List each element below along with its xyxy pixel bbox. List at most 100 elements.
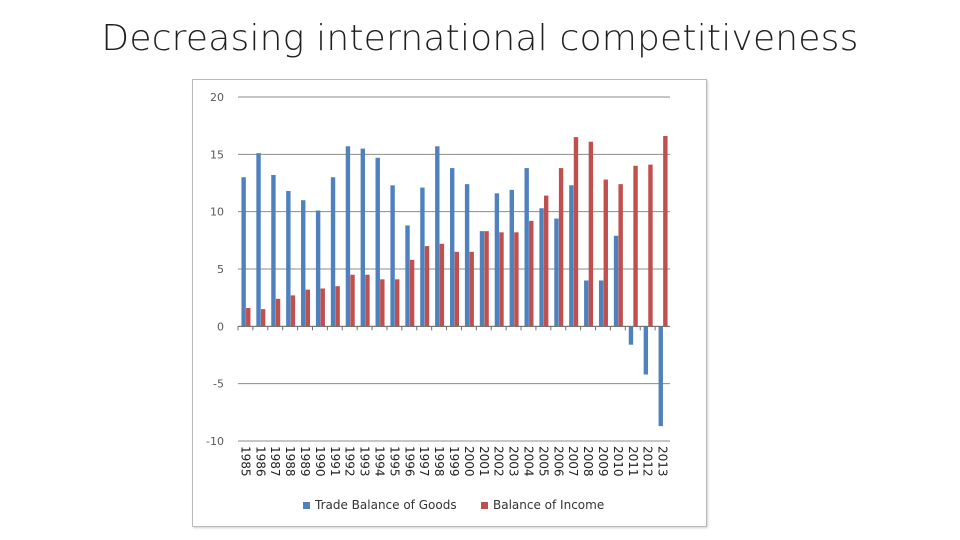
x-tick-label: 2007 [566,446,580,477]
y-tick-label: 10 [210,206,224,219]
bar-balance-of-income-2000 [469,251,474,327]
x-tick-label: 2013 [656,446,670,477]
bar-trade-balance-1988 [286,191,291,327]
y-tick-label: -10 [206,435,224,448]
x-tick-label: 1997 [417,446,431,477]
legend-swatch [481,502,488,509]
bar-balance-of-income-1987 [275,298,281,327]
bar-balance-of-income-2006 [558,168,564,327]
bar-trade-balance-1997 [420,187,425,327]
bar-balance-of-income-2005 [543,195,549,327]
y-tick-label: -5 [213,378,224,391]
x-tick-label: 2000 [462,446,476,477]
x-tick-label: 1991 [328,446,342,477]
bar-trade-balance-1994 [375,157,380,327]
bar-trade-balance-2009 [598,280,604,327]
x-tick-label: 1993 [358,446,372,477]
x-tick-label: 2001 [477,446,491,477]
bar-trade-balance-2013 [658,326,663,427]
bar-balance-of-income-1985 [246,307,251,327]
x-tick-label: 1999 [447,446,461,477]
bar-trade-balance-1991 [330,177,336,327]
bar-trade-balance-1989 [301,200,306,327]
legend-label: Balance of Income [493,498,604,512]
bar-balance-of-income-2010 [618,184,623,327]
bar-trade-balance-1998 [435,146,440,327]
x-tick-labels: 1985 1986 1987 1988 1989 1990 1991 1992 1993 1994… [237,326,670,477]
bar-balance-of-income-1990 [320,288,325,327]
x-tick-label: 2005 [536,446,550,477]
bar-balance-of-income-2009 [603,179,608,327]
x-tick-label: 1986 [253,446,267,477]
y-tick-labels: 20 15 10 5 0 -5 -10 [206,91,224,448]
x-tick-label: 1994 [373,446,387,477]
bar-trade-balance-1987 [271,174,276,327]
x-tick-label: 1987 [268,446,282,477]
bars [241,135,668,427]
x-tick-label: 1995 [387,446,401,477]
bar-trade-balance-2012 [643,326,649,375]
bar-balance-of-income-2004 [529,220,534,327]
x-tick-label: 2009 [596,446,610,477]
bar-balance-of-income-1999 [454,251,459,327]
bar-balance-of-income-1993 [365,274,370,327]
bar-balance-of-income-1988 [290,295,296,327]
bar-balance-of-income-2013 [663,135,668,327]
bar-trade-balance-1985 [241,177,246,327]
x-tick-label: 2002 [492,446,506,477]
bar-trade-balance-2000 [464,184,470,327]
x-tick-label: 1988 [283,446,297,477]
legend-swatch [303,502,310,509]
bar-trade-balance-2001 [479,231,485,327]
y-tick-label: 20 [210,91,224,104]
x-tick-label: 2004 [521,446,535,477]
bar-balance-of-income-1996 [409,259,415,327]
y-tick-label: 0 [217,320,224,333]
bar-balance-of-income-2001 [484,231,489,327]
x-tick-label: 1998 [432,446,446,477]
bar-balance-of-income-2007 [573,137,579,327]
x-tick-label: 1992 [343,446,357,477]
chart-frame: 20 15 10 5 0 -5 -10 1985 1986 1987 1988 1989 1990 19… [192,79,707,527]
bar-trade-balance-2005 [539,208,544,327]
x-tick-label: 2006 [551,446,565,477]
x-tick-label: 2010 [611,446,625,477]
bar-trade-balance-1986 [256,153,261,327]
x-tick-label: 2003 [507,446,521,477]
bar-balance-of-income-2003 [514,232,519,327]
x-tick-label: 1985 [238,446,252,477]
legend-label: Trade Balance of Goods [314,498,457,512]
bar-trade-balance-1990 [315,210,321,327]
bar-balance-of-income-2011 [633,165,638,327]
bar-balance-of-income-1992 [350,274,355,327]
bar-balance-of-income-2008 [588,141,594,327]
bar-balance-of-income-1995 [395,279,400,327]
bar-balance-of-income-1989 [305,289,311,327]
x-tick-label: 2011 [626,446,640,477]
y-tick-label: 5 [217,263,224,276]
bar-trade-balance-2008 [584,280,589,327]
bar-trade-balance-1999 [450,168,455,327]
x-tick-label: 1990 [313,446,327,477]
x-tick-label: 2012 [641,446,655,477]
bar-balance-of-income-1986 [260,309,266,327]
bar-balance-of-income-1994 [380,279,385,327]
bar-trade-balance-1993 [360,148,366,327]
x-tick-label: 1989 [298,446,312,477]
bar-trade-balance-2011 [628,326,634,345]
bar-trade-balance-2003 [509,189,514,327]
bar-trade-balance-1992 [345,146,351,327]
bar-trade-balance-2004 [524,168,529,327]
bar-trade-balance-2007 [569,185,574,327]
bar-trade-balance-1996 [405,225,410,327]
bar-trade-balance-2010 [613,235,619,327]
bar-balance-of-income-1991 [335,286,340,327]
legend: Trade Balance of Goods Balance of Income [303,498,604,512]
bar-balance-of-income-1997 [424,246,430,327]
bar-balance-of-income-2002 [499,232,504,327]
x-tick-label: 1996 [402,446,416,477]
bar-trade-balance-2006 [554,218,559,327]
bar-trade-balance-2002 [494,193,500,327]
x-tick-label: 2008 [581,446,595,477]
